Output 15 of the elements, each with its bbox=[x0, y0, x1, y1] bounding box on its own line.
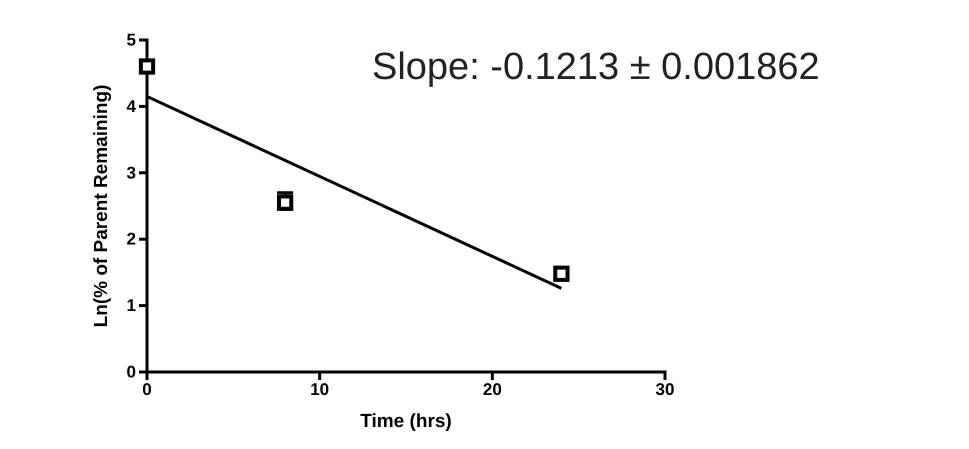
x-tick-label: 30 bbox=[656, 380, 674, 400]
y-tick-label: 4 bbox=[126, 96, 137, 116]
x-tick-label: 20 bbox=[482, 380, 502, 400]
point bbox=[138, 58, 156, 75]
y-tick-label: 0 bbox=[126, 362, 136, 382]
x-axis-title: Time (hrs) bbox=[360, 411, 452, 432]
y-tick-label: 3 bbox=[126, 163, 136, 182]
x-tick-label: 10 bbox=[310, 380, 330, 400]
y-axis-title: Ln(% of Parent Remaining) bbox=[91, 84, 112, 328]
x-tick-label: 0 bbox=[142, 380, 152, 400]
y-tick-label: 2 bbox=[126, 230, 136, 249]
point bbox=[553, 266, 570, 282]
y-tick-label: 1 bbox=[126, 296, 136, 316]
annotation: Slope: -0.1213 ± 0.001862 bbox=[372, 46, 820, 88]
y-tick-label: 5 bbox=[126, 30, 136, 50]
